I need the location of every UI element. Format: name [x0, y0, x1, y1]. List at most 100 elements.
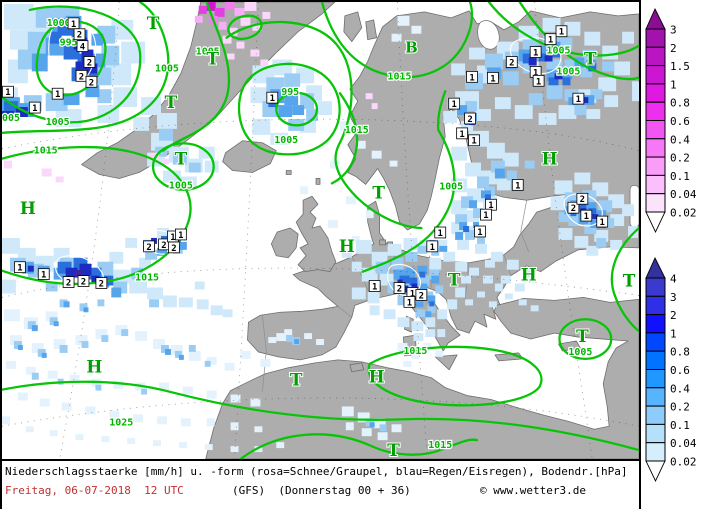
- pressure-center-t: T: [448, 270, 461, 290]
- scale-cell: [645, 405, 666, 425]
- scale-label: 0.04: [670, 437, 697, 450]
- snow-scale: 3 2 1.5 1 0.8 0.6 0.4 0.2 0.1 0.04 0.02: [645, 7, 697, 234]
- precip-value: 1: [175, 228, 187, 241]
- svg-text:2: 2: [81, 278, 86, 288]
- precip-value: 1: [572, 92, 585, 105]
- pressure-label: 1015: [345, 125, 369, 136]
- pressure-center-h: H: [369, 367, 385, 387]
- svg-text:1: 1: [178, 231, 183, 241]
- pressure-label: 1005: [46, 117, 70, 128]
- caption-credit: © www.wetter3.de: [480, 484, 586, 497]
- scale-label: 0.6: [670, 115, 690, 128]
- inland-seas: [477, 20, 639, 228]
- pressure-label: 1005: [155, 63, 179, 74]
- precip-value: 2: [168, 241, 180, 254]
- precip-value: 1: [544, 33, 557, 46]
- pressure-label: 1015: [403, 346, 427, 357]
- precip-value: 1: [448, 97, 461, 110]
- svg-text:1: 1: [438, 229, 443, 239]
- precip-value: 2: [567, 201, 580, 214]
- scale-cell: [645, 314, 666, 334]
- scale-label: 1: [670, 78, 677, 91]
- precip-value: 1: [511, 179, 524, 191]
- scale-label: 0.4: [670, 382, 690, 395]
- precip-value: 2: [505, 56, 518, 68]
- scale-cell: [645, 101, 666, 121]
- pressure-center-t: T: [175, 149, 188, 169]
- pressure-label: 1000: [47, 18, 71, 29]
- caption-bar: Niederschlagsstaerke [mm/h] u. -form (ro…: [2, 459, 639, 509]
- precip-value: 1: [37, 268, 50, 281]
- white-sea: [477, 20, 500, 50]
- scale-cell: [645, 28, 666, 48]
- pressure-center-h: H: [521, 265, 537, 285]
- precip-value: 1: [555, 25, 568, 38]
- svg-text:1: 1: [170, 233, 175, 243]
- scale-label: 0.02: [670, 456, 697, 469]
- caption-title: Niederschlagsstaerke [mm/h] u. -form (ro…: [5, 465, 628, 478]
- scale-cell: [645, 193, 666, 213]
- svg-text:1: 1: [5, 88, 10, 98]
- scale-cell: [645, 295, 666, 316]
- svg-text:2: 2: [146, 243, 151, 253]
- precip-value: 2: [83, 56, 96, 68]
- scale-arrow-up: [645, 256, 666, 279]
- graticule-layer: [2, 2, 639, 459]
- svg-text:1: 1: [483, 211, 488, 221]
- svg-text:1: 1: [41, 271, 46, 281]
- svg-text:1: 1: [459, 130, 464, 140]
- scale-arrow-down: [645, 460, 666, 483]
- precip-value: 2: [73, 28, 86, 41]
- precip-value: 1: [456, 127, 468, 140]
- scale-label: 0.4: [670, 133, 690, 146]
- pressure-label: 1005: [568, 347, 592, 358]
- pressure-labels-layer: 1005100099510051005100599510151005100510…: [2, 17, 594, 453]
- weather-map: 1005100099510051005100599510151005100510…: [2, 2, 639, 459]
- land-britain: [295, 195, 337, 273]
- scale-cell: [645, 423, 666, 444]
- svg-text:1: 1: [471, 137, 476, 147]
- scale-cell: [645, 174, 666, 195]
- svg-text:2: 2: [171, 244, 176, 254]
- precip-value: 2: [95, 277, 108, 290]
- precip-value: 1: [468, 134, 480, 147]
- scale-label: 0.8: [670, 97, 690, 110]
- svg-text:1: 1: [584, 212, 589, 222]
- pressure-center-t: T: [165, 92, 178, 112]
- precip-value: 1: [466, 70, 478, 83]
- precip-value: 1: [67, 17, 80, 30]
- pressure-label: 1015: [34, 146, 58, 157]
- scale-label: 0.02: [670, 207, 697, 220]
- precip-value: 2: [77, 275, 90, 288]
- svg-text:2: 2: [79, 72, 84, 82]
- precip-value: 1: [28, 101, 41, 114]
- precip-value: 1: [403, 296, 416, 308]
- scale-label: 2: [670, 309, 677, 322]
- pressure-label: 1025: [109, 417, 133, 428]
- svg-text:1: 1: [32, 104, 37, 114]
- svg-text:1: 1: [451, 100, 456, 110]
- svg-text:1: 1: [576, 95, 581, 105]
- rain-scale: 4 3 2 1 0.8 0.6 0.4 0.2 0.1 0.04 0.02: [645, 256, 697, 483]
- scale-cell: [645, 138, 666, 158]
- svg-text:1: 1: [600, 218, 605, 228]
- scale-cell: [645, 277, 666, 297]
- svg-text:1: 1: [469, 73, 474, 83]
- scale-cell: [645, 120, 666, 140]
- scale-label: 0.04: [670, 188, 697, 201]
- caption-valid-time: Freitag, 06-07-2018 12 UTC: [5, 484, 184, 497]
- pressure-center-t: T: [576, 326, 589, 346]
- precip-value: 1: [596, 215, 609, 228]
- pressure-center-t: T: [147, 13, 160, 33]
- svg-text:1: 1: [548, 36, 553, 46]
- svg-text:1: 1: [533, 68, 538, 78]
- svg-text:1: 1: [515, 181, 520, 191]
- pressure-label: 1015: [428, 440, 452, 451]
- pressure-center-b: B: [405, 39, 418, 57]
- pressure-center-t: T: [372, 182, 385, 202]
- pressure-center-t: T: [584, 48, 597, 68]
- scale-label: 2: [670, 42, 677, 55]
- svg-text:1: 1: [533, 49, 538, 59]
- precip-value: 1: [51, 87, 64, 100]
